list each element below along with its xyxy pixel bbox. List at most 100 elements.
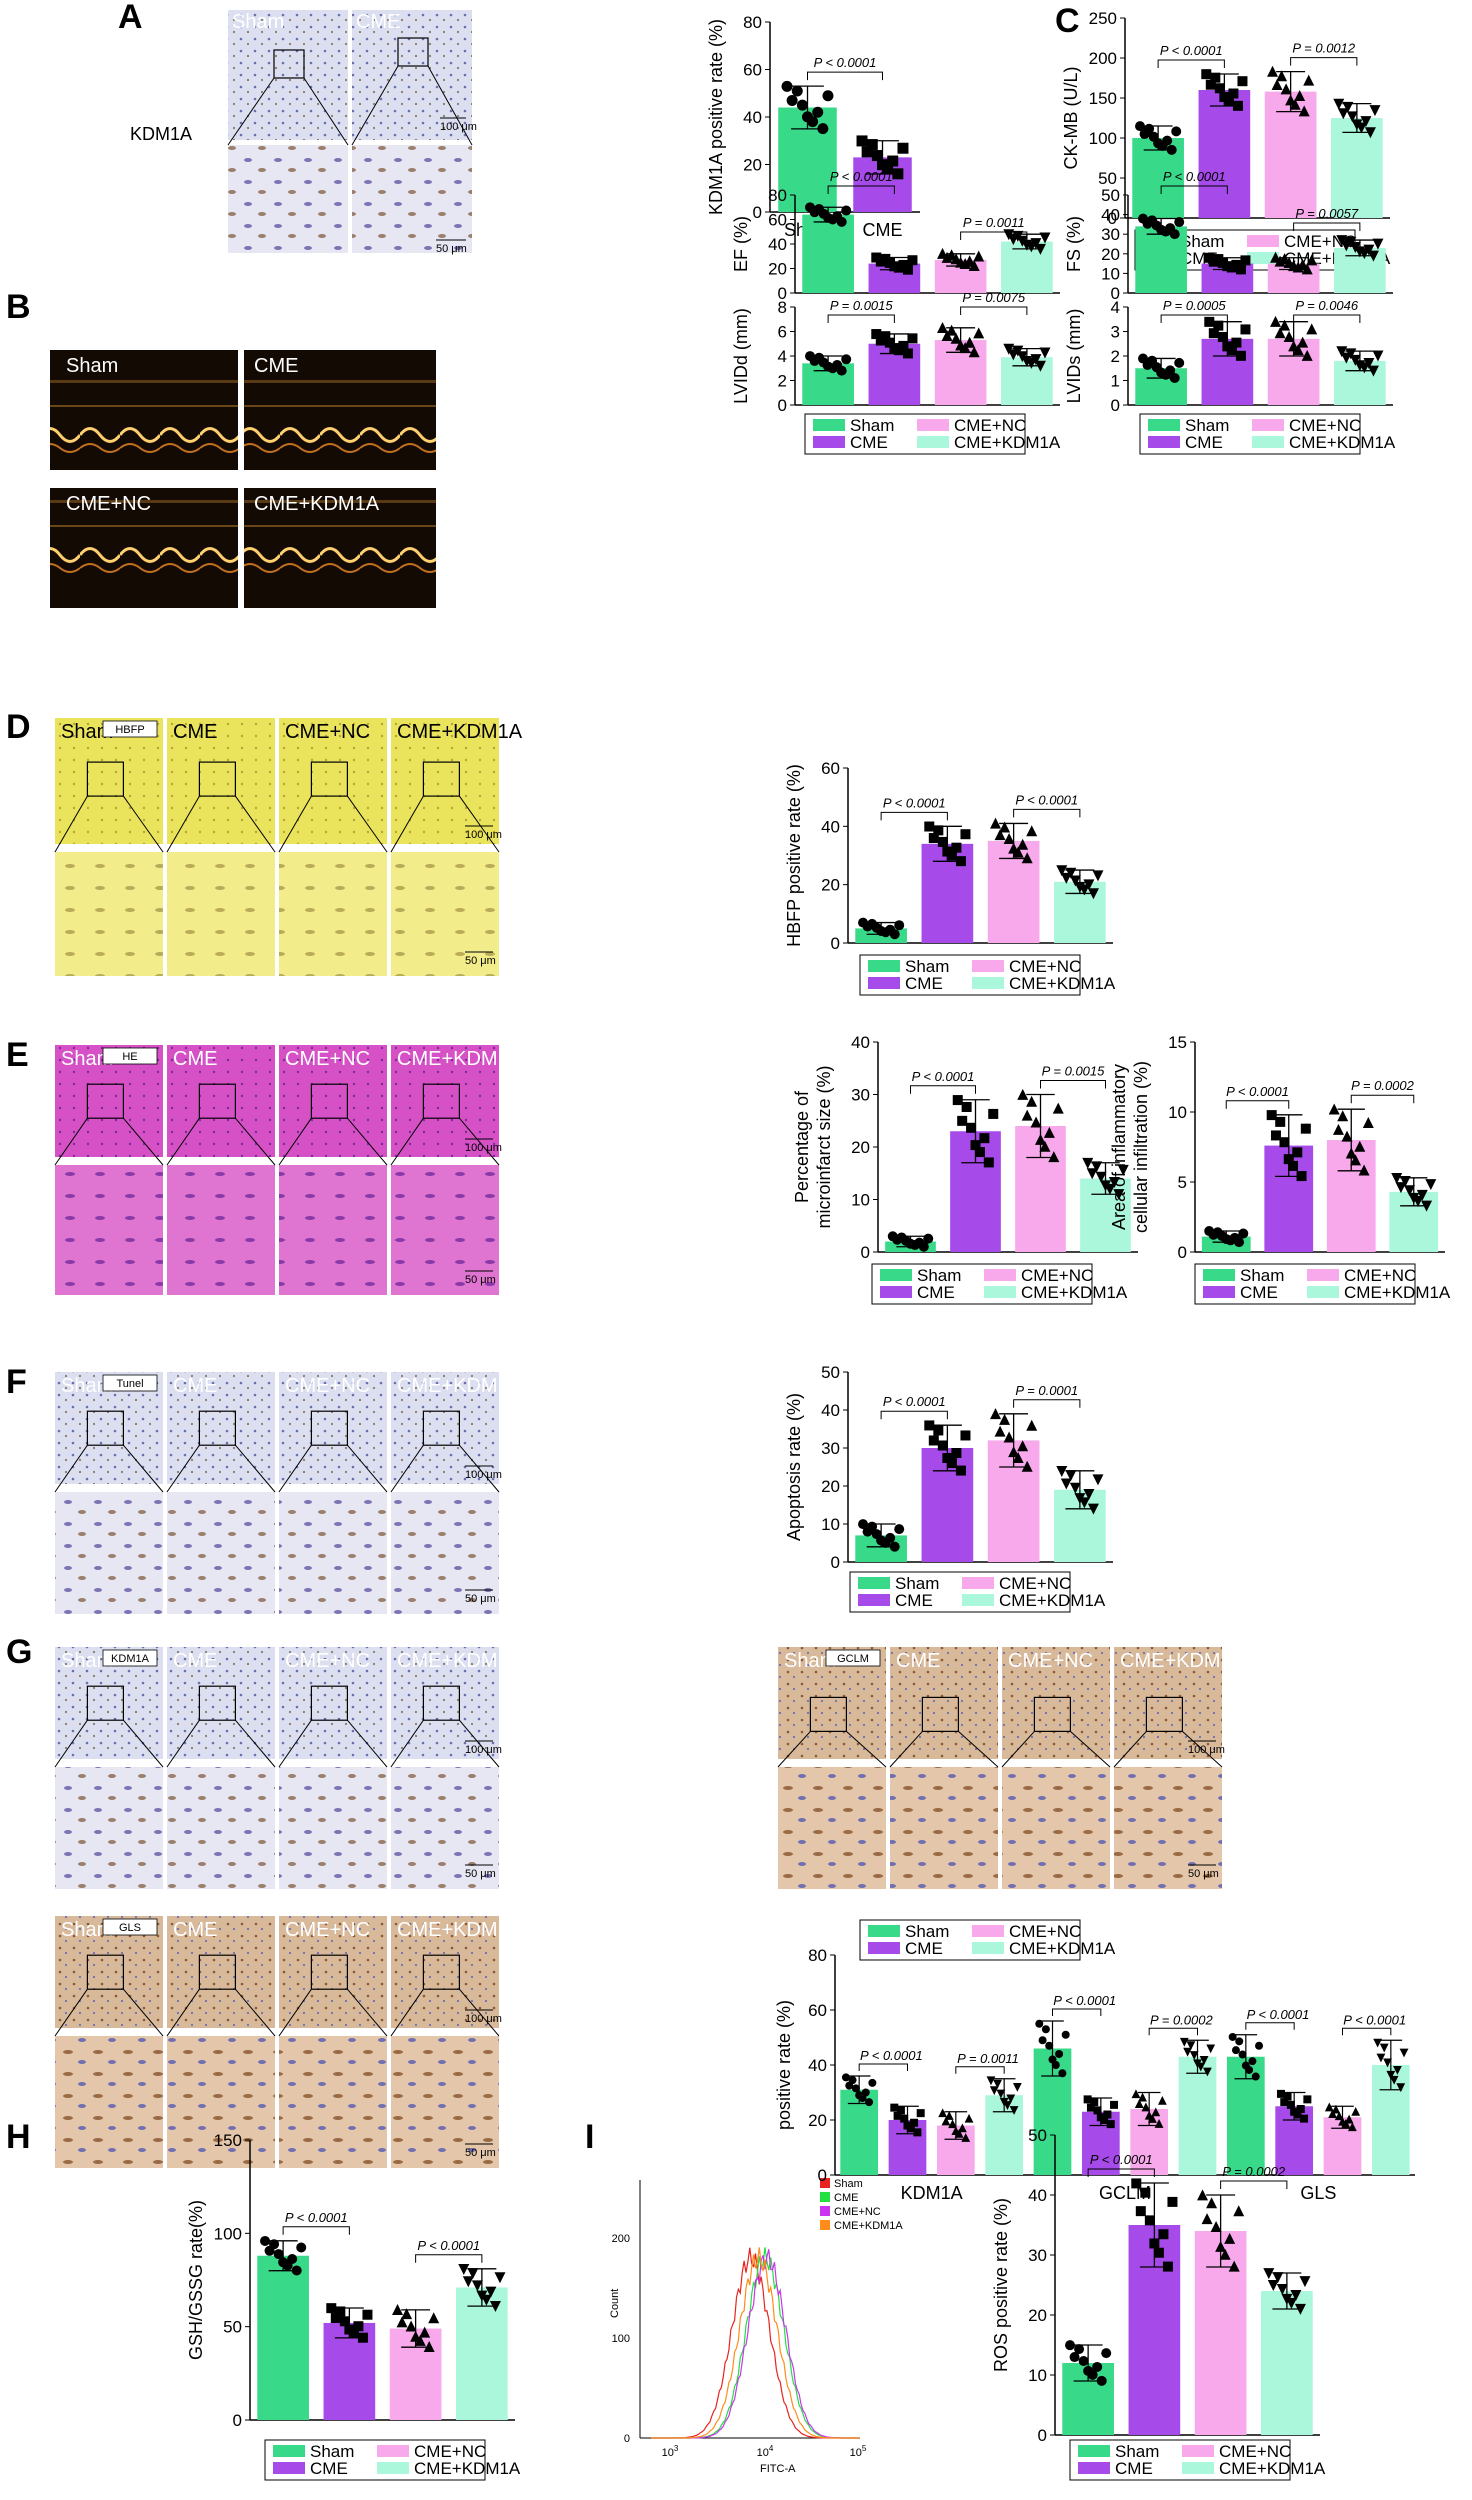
data-point: [1144, 2215, 1155, 2226]
data-point: [1061, 2030, 1070, 2039]
y-tick-label: 1: [1111, 372, 1120, 391]
y-tick-label: 0: [1111, 396, 1120, 415]
y-axis-label: ROS positive rate (%): [991, 2198, 1011, 2372]
zoom-lines: [54, 1988, 164, 2037]
significance-bracket: [1245, 2022, 1295, 2030]
legend-swatch: [377, 2445, 409, 2457]
legend-label: CME: [905, 1939, 943, 1958]
data-point: [335, 2306, 346, 2317]
significance-bracket: [1040, 1080, 1106, 1089]
image-title: CME+KDM1A: [397, 721, 523, 743]
data-point: [278, 2257, 289, 2268]
legend-label: CME: [1240, 1283, 1278, 1302]
data-point: [1206, 2044, 1216, 2054]
data-point: [892, 168, 904, 180]
legend-label: CME+KDM1A: [1021, 1283, 1128, 1302]
data-point: [836, 365, 847, 376]
data-point: [994, 829, 1006, 841]
data-point: [1026, 1095, 1038, 1107]
micrograph-overview: [1114, 1647, 1222, 1759]
data-point: [910, 2118, 919, 2127]
scalebar-text: 50 μm: [465, 1274, 496, 1286]
micrograph-zoom: [1114, 1767, 1222, 1889]
roi-box: [198, 1410, 236, 1446]
significance-bracket: [1148, 2027, 1198, 2036]
data-point: [1294, 2303, 1306, 2315]
data-point: [924, 1420, 935, 1431]
flow-xtick: 104: [757, 2444, 774, 2459]
data-point: [1210, 2221, 1222, 2233]
scalebar-text: 50 μm: [1188, 1868, 1219, 1880]
y-tick-label: 20: [1028, 2306, 1047, 2325]
data-point: [983, 1157, 994, 1168]
data-point: [1399, 2048, 1409, 2058]
legend-label: CME+KDM1A: [1289, 433, 1396, 452]
data-point: [1201, 2213, 1213, 2225]
image-title: Sham: [61, 1048, 113, 1070]
micrograph-zoom: [228, 145, 348, 253]
scalebar-text: 50 μm: [465, 2147, 496, 2159]
data-point: [1301, 349, 1313, 361]
data-point: [990, 817, 1002, 829]
data-point: [894, 1524, 905, 1535]
data-point: [858, 1519, 869, 1530]
chart-h: 0 50 100 150 GSH/GSSG rate(%) P < 0.0001 P < 0…: [186, 2131, 515, 2430]
micrograph-overview: [890, 1647, 998, 1759]
y-tick-label: 200: [1089, 49, 1117, 68]
data-point: [1280, 83, 1292, 95]
data-point: [1012, 1451, 1024, 1463]
micrograph-zoom: [167, 852, 275, 976]
data-point: [890, 2103, 899, 2112]
data-point: [1363, 244, 1375, 256]
data-point: [865, 2098, 874, 2107]
data-point: [1290, 2289, 1302, 2301]
y-tick-label: 0: [831, 934, 840, 953]
data-point: [1021, 1460, 1033, 1472]
data-point: [812, 106, 824, 118]
data-point: [1030, 1116, 1042, 1128]
data-point: [884, 337, 895, 348]
data-point: [968, 346, 980, 358]
p-value: P < 0.0001: [1343, 2012, 1406, 2027]
image-title: CME: [173, 1048, 217, 1070]
bar: [1198, 90, 1251, 218]
y-tick-label: 250: [1089, 9, 1117, 28]
roi-box: [310, 761, 348, 797]
significance-bracket: [827, 185, 895, 194]
significance-bracket: [807, 71, 883, 81]
data-point: [957, 1115, 968, 1126]
data-point: [889, 343, 900, 354]
data-point: [1003, 343, 1015, 355]
data-point: [428, 2312, 440, 2324]
data-point: [1154, 2119, 1164, 2128]
echo-image: [244, 350, 436, 470]
data-point: [405, 2320, 417, 2332]
data-point: [974, 1147, 985, 1158]
data-point: [968, 259, 980, 271]
data-point: [1103, 2110, 1112, 2119]
stain-label-box: [102, 1047, 158, 1065]
zoom-lines: [54, 1719, 164, 1768]
data-point: [1408, 1192, 1420, 1204]
legend-label: CME+NC: [1289, 416, 1361, 435]
data-point: [964, 2113, 974, 2123]
y-tick-label: 10: [821, 1515, 840, 1534]
y-tick-label: 80: [808, 1946, 827, 1965]
data-point: [1300, 1123, 1311, 1134]
legend-swatch: [813, 419, 845, 431]
roi-box: [397, 37, 429, 67]
y-tick-label: 0: [1038, 2426, 1047, 2445]
legend: Sham CME+NC CME CME+KDM1A: [859, 954, 1116, 996]
data-point: [898, 340, 909, 351]
data-point: [1354, 360, 1366, 372]
data-point: [885, 1532, 896, 1543]
x-tick-label: KDM1A: [901, 2183, 963, 2203]
data-point: [903, 2121, 912, 2130]
legend-swatch: [820, 2220, 830, 2230]
stain-label: Tunel: [116, 1378, 143, 1390]
significance-bracket: [910, 1085, 976, 1094]
legend-swatch: [1307, 1269, 1339, 1281]
data-point: [1043, 1126, 1055, 1138]
legend-swatch: [972, 1925, 1004, 1937]
y-tick-label: 50: [1098, 169, 1117, 188]
